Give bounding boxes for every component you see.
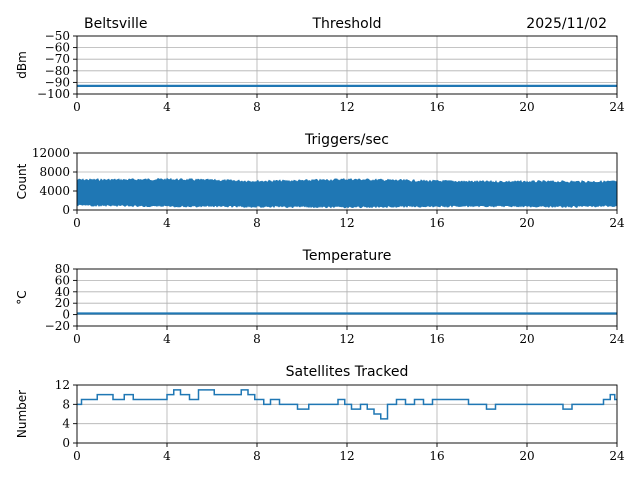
y-tick-label: 0 [62, 203, 70, 217]
y-tick-label: 4 [62, 417, 70, 431]
x-tick-label: 24 [609, 332, 625, 346]
chart-panel-2: 0 4 8 12 16 20 24 0 4000 8000 12000 Triggers/sec Cou… [15, 132, 625, 230]
x-tick-label: 8 [253, 449, 261, 463]
chart-title: Satellites Tracked [286, 364, 409, 380]
x-tick-label: 12 [339, 100, 354, 114]
x-tick-label: 4 [163, 100, 171, 114]
chart-title: Threshold [312, 16, 382, 32]
x-tick-label: 0 [73, 449, 81, 463]
x-tick-label: 8 [253, 100, 261, 114]
series-band [77, 177, 617, 209]
x-tick-label: 24 [609, 100, 625, 114]
station-name: Beltsville [84, 16, 147, 32]
chart-title: Temperature [302, 248, 392, 264]
x-tick-label: 12 [339, 449, 354, 463]
y-axis-label: °C [15, 290, 29, 304]
chart-panel-1: 0 4 8 12 16 20 24 −100−90−80−70−60−50 Threshold d… [15, 16, 625, 114]
x-tick-label: 20 [519, 100, 534, 114]
y-axis-label: Count [15, 163, 29, 199]
y-axis-label: dBm [15, 51, 29, 79]
date-label: 2025/11/02 [526, 16, 607, 32]
x-tick-label: 24 [609, 216, 625, 230]
y-tick-label: 0 [62, 308, 70, 322]
x-tick-label: 16 [429, 100, 444, 114]
x-tick-label: 16 [429, 332, 444, 346]
y-tick-label: 4000 [39, 184, 70, 198]
y-axis-label: Number [15, 390, 29, 438]
y-tick-label: −90 [45, 75, 70, 89]
x-tick-label: 12 [339, 216, 354, 230]
x-tick-label: 16 [429, 216, 444, 230]
y-tick-label: −70 [45, 52, 70, 66]
y-tick-label: 12000 [32, 146, 70, 160]
x-tick-label: 0 [73, 100, 81, 114]
y-tick-label: −50 [45, 29, 70, 43]
x-tick-label: 16 [429, 449, 444, 463]
x-tick-label: 4 [163, 332, 171, 346]
y-tick-label: 80 [55, 262, 70, 276]
x-tick-label: 20 [519, 449, 534, 463]
x-tick-label: 24 [609, 449, 625, 463]
x-tick-label: 0 [73, 216, 81, 230]
x-tick-label: 4 [163, 216, 171, 230]
x-tick-label: 8 [253, 216, 261, 230]
y-tick-label: −60 [45, 41, 70, 55]
chart-panel-4: 0 4 8 12 16 20 24 0 4 8 12 Satellites Tracked Number [15, 364, 625, 463]
x-tick-label: 12 [339, 332, 354, 346]
y-tick-label: −100 [37, 87, 70, 101]
x-tick-label: 20 [519, 216, 534, 230]
chart-title: Triggers/sec [304, 132, 389, 148]
y-tick-label: 60 [55, 273, 70, 287]
y-tick-label: 0 [62, 436, 70, 450]
x-tick-label: 20 [519, 332, 534, 346]
x-tick-label: 0 [73, 332, 81, 346]
y-tick-label: 8000 [39, 165, 70, 179]
y-tick-label: 12 [55, 378, 70, 392]
y-tick-label: −80 [45, 64, 70, 78]
y-tick-label: 40 [55, 285, 70, 299]
y-tick-label: −20 [45, 319, 70, 333]
x-tick-label: 4 [163, 449, 171, 463]
y-tick-label: 20 [55, 296, 70, 310]
y-tick-label: 8 [62, 397, 70, 411]
x-tick-label: 8 [253, 332, 261, 346]
series-line [77, 389, 617, 420]
